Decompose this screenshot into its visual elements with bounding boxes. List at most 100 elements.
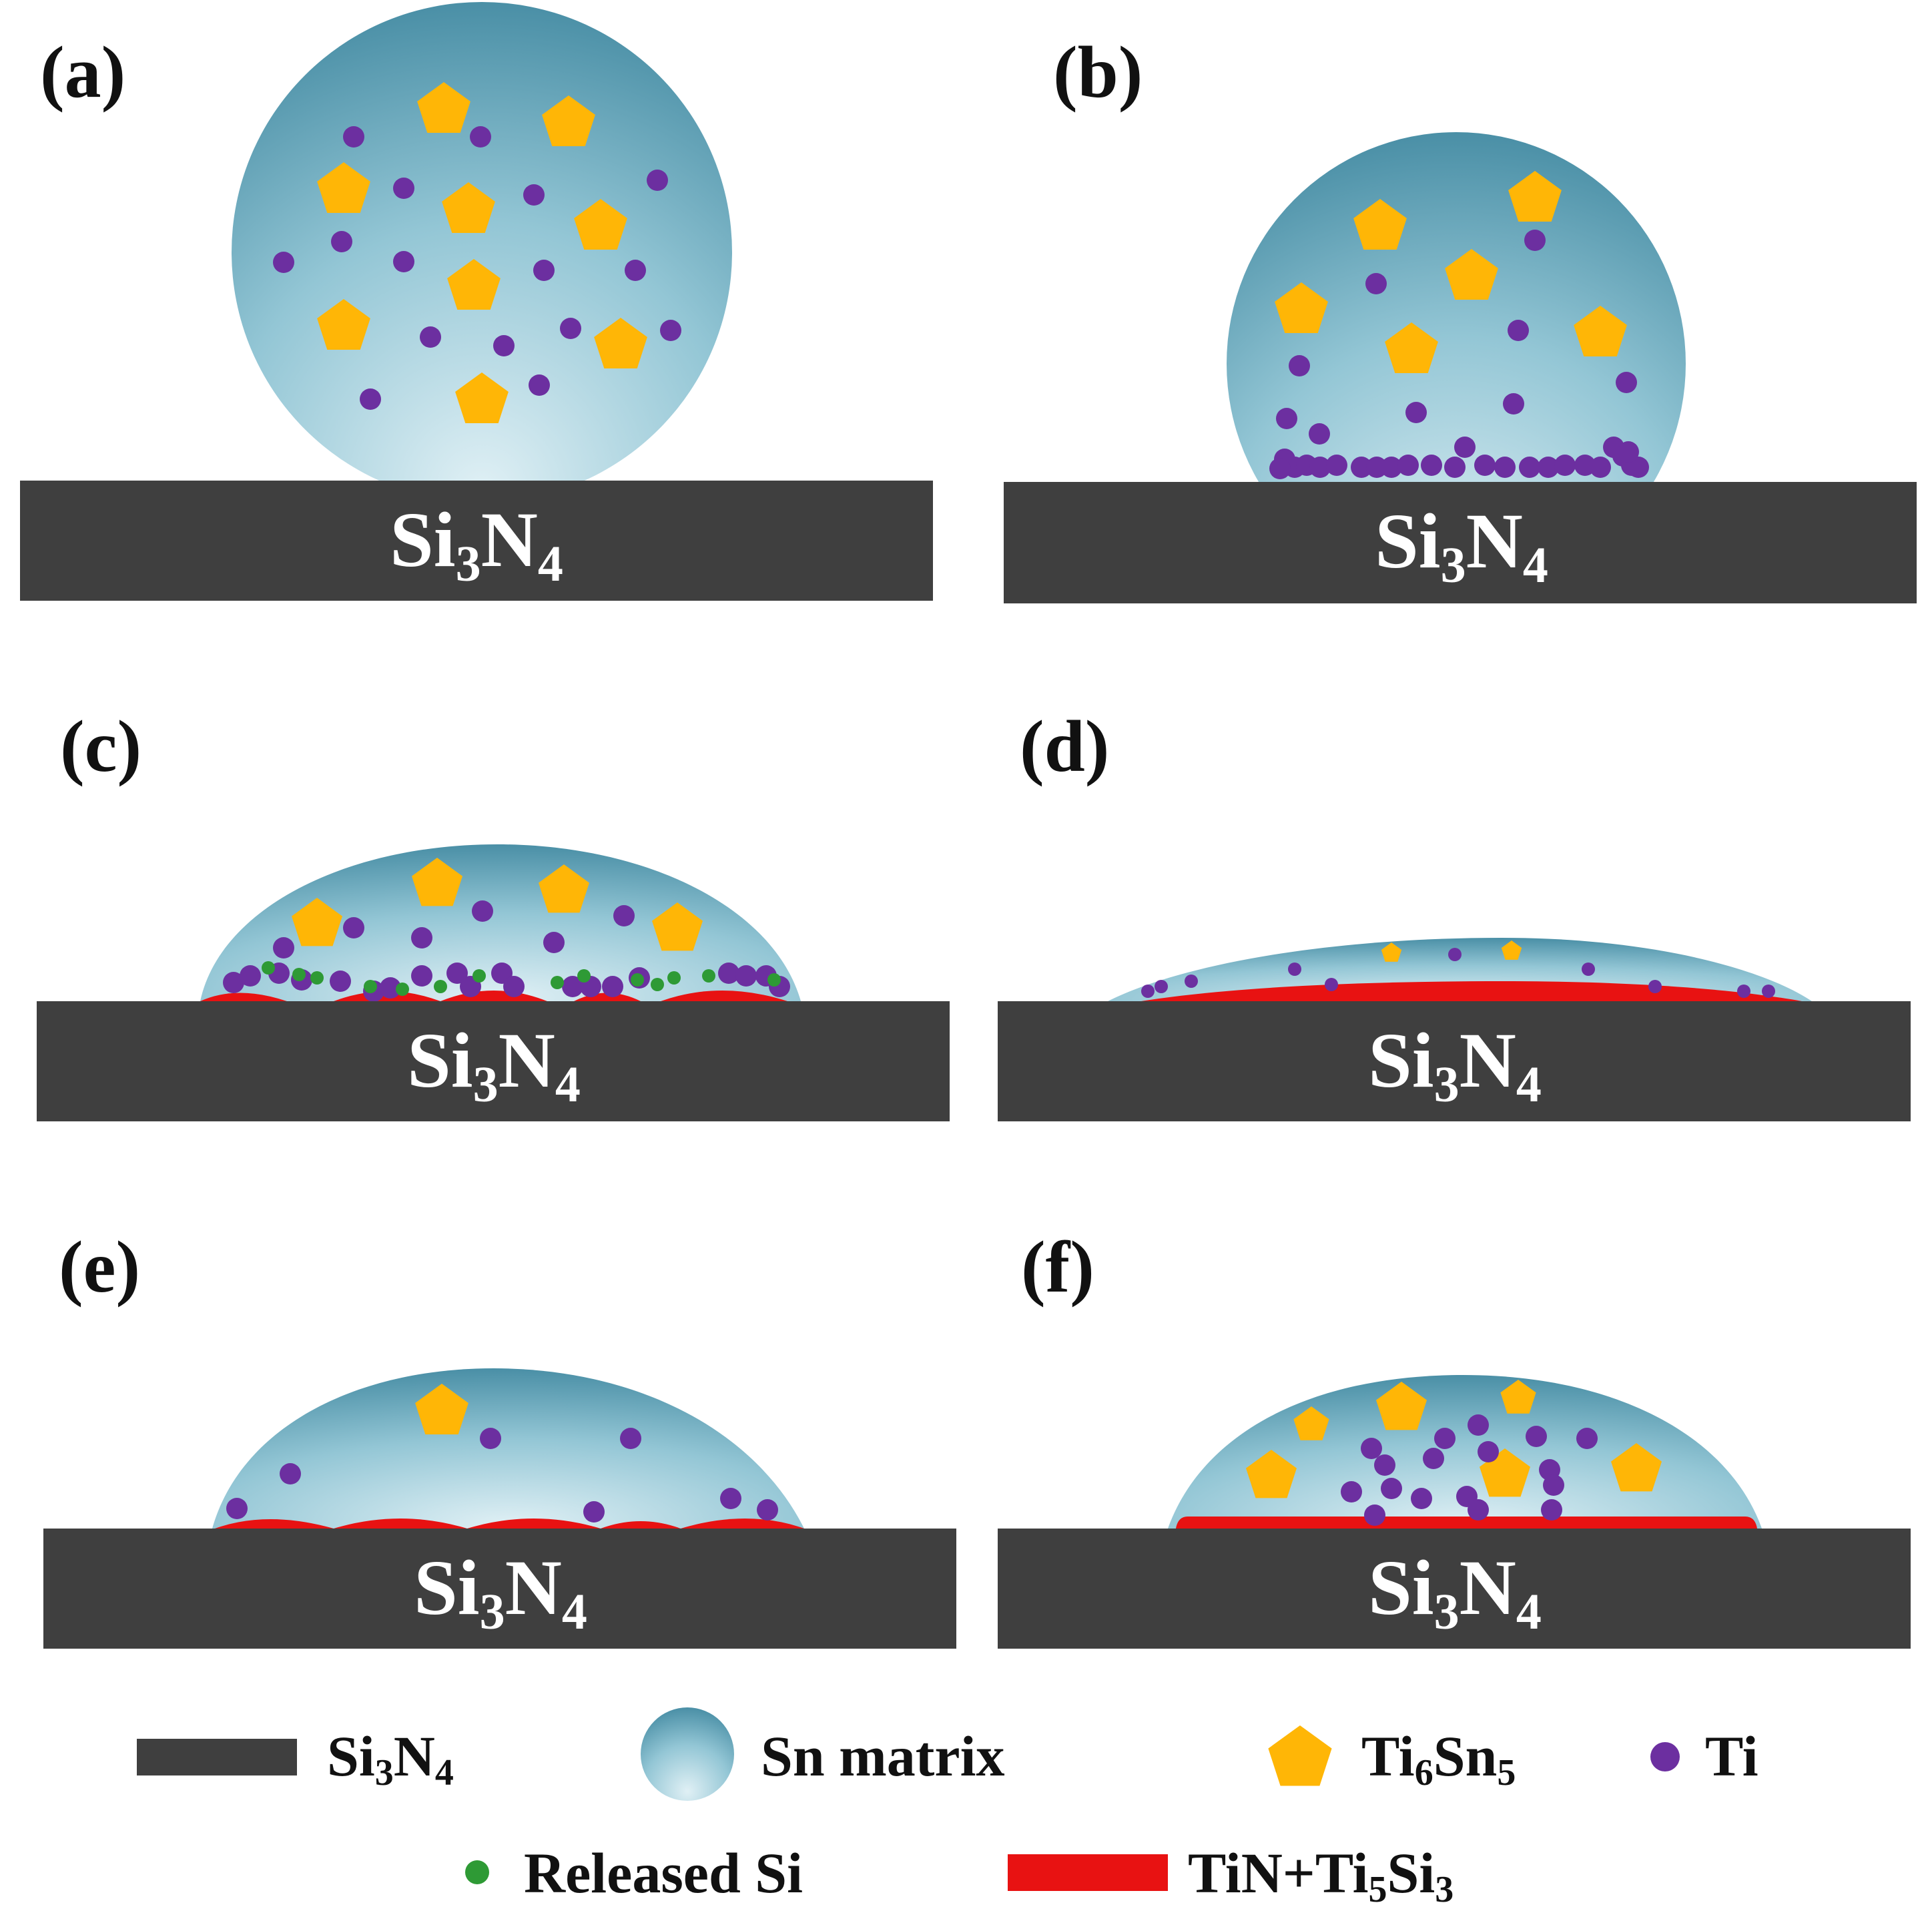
ti-atom [1351, 457, 1372, 478]
si3n4-substrate-c [37, 1001, 950, 1121]
ti6sn5-pentagon [652, 902, 703, 951]
ti-atom [1405, 402, 1427, 423]
ti-atom [331, 231, 352, 252]
released-si-atom [631, 973, 644, 987]
gradient-sphere-icon [641, 1707, 734, 1801]
released-si-atom [767, 973, 781, 987]
substrate-label-c: Si3N4 [407, 1017, 581, 1113]
panel-a-label: (a) [40, 31, 125, 113]
ti-atom [420, 326, 441, 348]
sn-droplet-e [212, 1368, 804, 1529]
sn-droplet-c [200, 844, 801, 1001]
si3n4-substrate-f [998, 1529, 1911, 1649]
ti6sn5-pentagon [1500, 1380, 1536, 1414]
released-si-atom [651, 978, 664, 991]
released-si-atoms-c [262, 961, 781, 996]
ti6sn5-pentagon [455, 372, 509, 423]
ti-atom [1543, 1474, 1564, 1496]
ti-atom [411, 927, 432, 948]
legend-ti-label: Ti [1705, 1724, 1758, 1788]
ti-atom [1448, 948, 1462, 961]
substrate-label-d: Si3N4 [1368, 1017, 1542, 1113]
panel-c-label: (c) [60, 706, 141, 787]
ti6sn5-pentagon [1574, 306, 1627, 356]
legend-item-released-si: Released Si [465, 1841, 803, 1905]
ti6sn5-particles-a [317, 82, 647, 423]
ti-atom [1365, 273, 1387, 294]
ti-atom [1374, 1454, 1395, 1476]
released-si-atom [434, 980, 447, 993]
ti-atom [625, 260, 646, 281]
ti-atom [1524, 230, 1546, 251]
ti-atom [380, 977, 401, 999]
ti6sn5-pentagon [1385, 322, 1438, 373]
substrate-label-f: Si3N4 [1368, 1544, 1542, 1640]
ti6sn5-pentagon [574, 199, 627, 250]
ti-atom [1155, 980, 1168, 993]
ti-atom [1444, 457, 1466, 478]
ti-atom [1434, 1428, 1456, 1449]
released-si-atom [292, 968, 306, 981]
ti-atom [1326, 455, 1347, 476]
panel-c: (c) Si3N4 [37, 706, 950, 1121]
substrate-label-b: Si3N4 [1375, 497, 1548, 593]
ti-atom [360, 388, 381, 410]
ti-atom [446, 963, 468, 984]
legend-item-ti6sn5: Ti6Sn5 [1268, 1724, 1516, 1794]
ti-atom [1478, 1441, 1499, 1462]
panel-b-label: (b) [1053, 31, 1143, 113]
ti6sn5-pentagon [542, 95, 595, 146]
ti-atom [1325, 978, 1338, 991]
ti-atom [493, 335, 515, 356]
ti6sn5-particles-b [1275, 171, 1627, 373]
ti-atom [1269, 458, 1291, 479]
legend-item-substrate: Si3N4 [137, 1724, 454, 1794]
ti6sn5-pentagon [1246, 1450, 1297, 1498]
ti6sn5-pentagon [1353, 199, 1407, 250]
ti-atom [1361, 1438, 1382, 1459]
ti-atoms-d [1141, 948, 1775, 998]
ti-atom [602, 976, 623, 997]
ti6sn5-pentagon [539, 864, 589, 913]
panel-a: (a) Si3N4 [20, 2, 933, 601]
legend-reaction-layer-label: TiN+Ti5Si3 [1188, 1841, 1454, 1910]
ti-atom [226, 1498, 248, 1519]
ti-atom [393, 251, 414, 272]
ti-atom [1538, 457, 1559, 478]
ti-atom [1582, 963, 1595, 976]
sn-droplet-b [1227, 132, 1686, 482]
ti-atom [757, 1499, 778, 1521]
ti6sn5-pentagon [1275, 282, 1328, 333]
ti-atom [523, 184, 545, 206]
ti-atom [1141, 985, 1155, 998]
ti-atom [1341, 1481, 1362, 1502]
ti6sn5-pentagon [1293, 1406, 1329, 1440]
sn-droplet-a [232, 2, 732, 481]
panel-f: (f) Si3N4 [998, 1226, 1911, 1649]
ti6sn5-pentagon [317, 299, 370, 350]
released-si-atom [472, 969, 486, 983]
substrate-label-a: Si3N4 [390, 496, 563, 592]
ti-atom [1411, 1488, 1432, 1509]
ti6sn5-particles-c [292, 858, 703, 951]
ti-atom [343, 126, 364, 148]
ti-atom [280, 1463, 301, 1484]
legend-matrix-label: Sn matrix [761, 1724, 1005, 1788]
dark-bar-icon [137, 1739, 297, 1775]
ti-atom [273, 937, 294, 958]
ti-atom [480, 1428, 501, 1449]
ti-atom [1737, 985, 1750, 998]
yellow-pentagon-icon [1268, 1725, 1332, 1786]
ti-atom [1468, 1499, 1489, 1521]
ti-atom [1364, 1504, 1385, 1526]
ti-atom [543, 932, 565, 953]
ti-atom [1494, 457, 1516, 478]
legend-item-ti: Ti [1650, 1724, 1758, 1788]
ti6sn5-pentagon [447, 259, 501, 310]
ti-atom [1628, 457, 1649, 478]
ti-atom [1590, 457, 1611, 478]
ti-atom [1381, 1478, 1402, 1499]
ti-atom [583, 1501, 605, 1523]
ti-atom [273, 252, 294, 273]
